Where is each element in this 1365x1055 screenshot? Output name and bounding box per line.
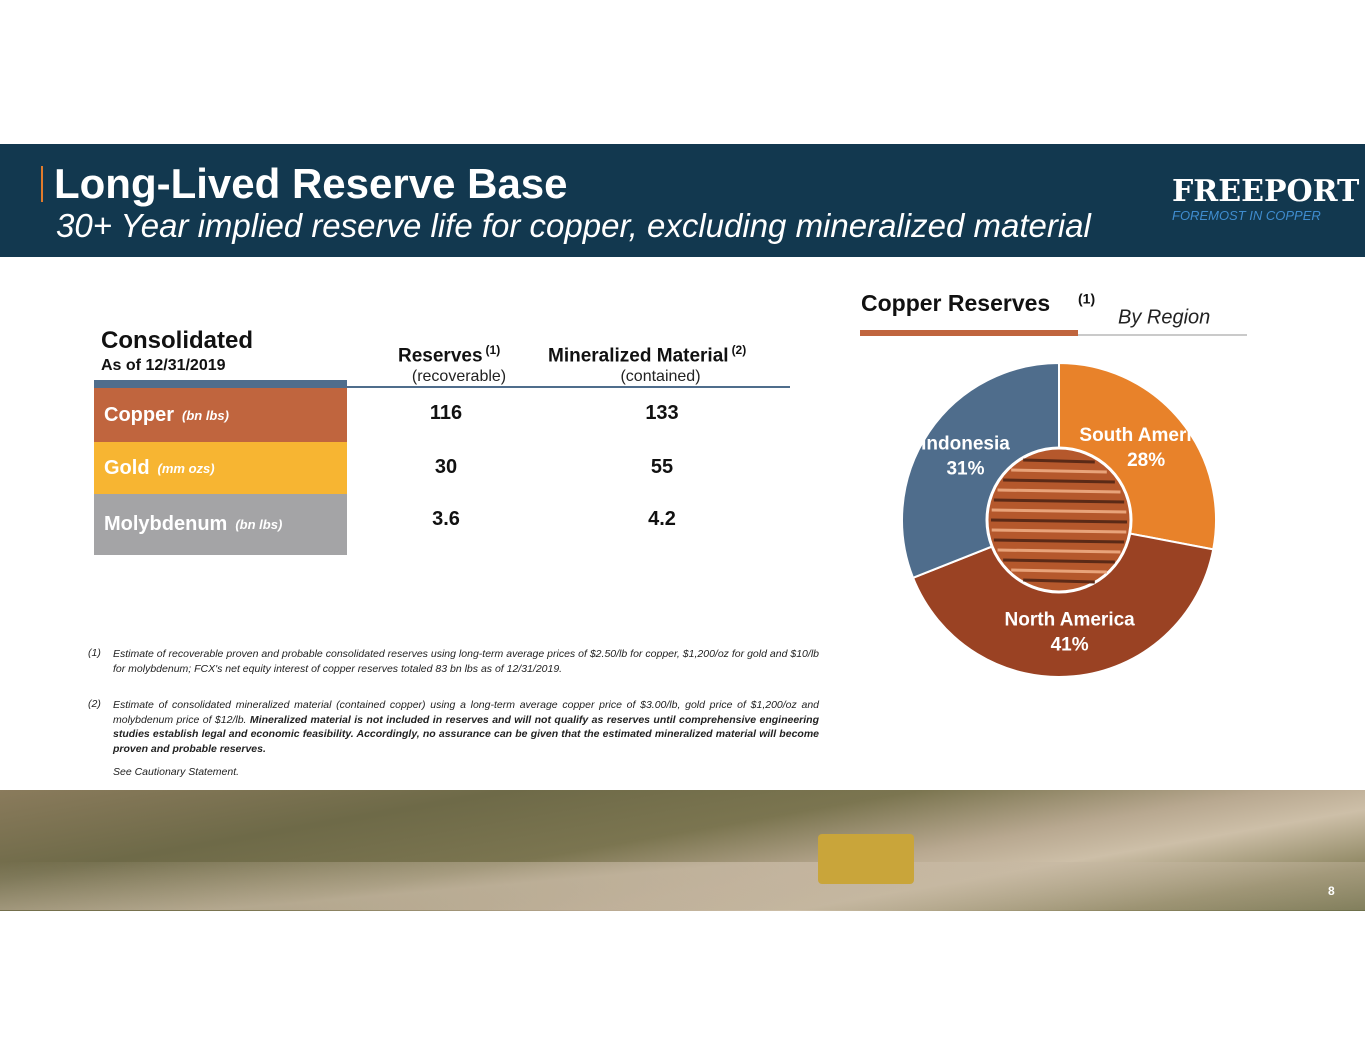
cell-value: 30 xyxy=(434,456,458,478)
cell-value: 3.6 xyxy=(432,508,460,530)
table-title: Consolidated xyxy=(101,327,254,354)
accent xyxy=(41,166,43,202)
row-unit: (bn lbs) xyxy=(182,407,229,423)
tagline: FOREMOST IN COPPER xyxy=(1172,208,1321,223)
copper-stripe xyxy=(1011,568,1107,574)
footnote-text: Estimate of recoverable proven and proba… xyxy=(113,647,819,676)
title-underline xyxy=(860,330,1078,336)
column-note: (1) xyxy=(485,343,501,357)
copper-stripe xyxy=(1003,558,1115,564)
copper-stripe xyxy=(993,538,1125,544)
copper-stripe xyxy=(1011,468,1107,474)
slice-value: 31% xyxy=(946,458,984,479)
slice-value: 41% xyxy=(1051,635,1089,656)
road xyxy=(0,862,1365,910)
footnote-body: Estimate of consolidated mineralized mat… xyxy=(113,699,819,726)
pie-slice xyxy=(901,361,1060,580)
row-name: Molybdenum xyxy=(104,513,228,535)
header-rule xyxy=(347,386,790,388)
cell-value: 55 xyxy=(650,456,674,478)
column-header: Mineralized Material (2) xyxy=(548,343,746,367)
copper-stripe xyxy=(990,518,1128,524)
page-number: 8 xyxy=(1328,884,1335,898)
footnote-text: Estimate of consolidated mineralized mat… xyxy=(113,698,819,756)
row-name: Gold xyxy=(104,456,150,479)
column-sub: (recoverable) xyxy=(411,368,507,385)
cell-value: 116 xyxy=(429,402,463,424)
column-name: Reserves xyxy=(398,345,483,367)
center-image xyxy=(985,446,1133,594)
row-unit: (mm ozs) xyxy=(157,460,215,476)
cautionary: See Cautionary Statement. xyxy=(113,766,240,778)
truck xyxy=(818,834,914,884)
row-unit: (bn lbs) xyxy=(235,517,283,532)
footnote-bold: Mineralized material is not included in … xyxy=(113,713,820,755)
copper-stripe xyxy=(997,548,1121,554)
row-label: Molybdenum (bn lbs) xyxy=(94,494,347,555)
cell-value: 4.2 xyxy=(648,508,676,530)
slice-label: South America xyxy=(1079,425,1213,446)
row-name: Copper xyxy=(104,403,174,426)
logo: FREEPORT xyxy=(1172,174,1360,209)
chart-subtitle: By Region xyxy=(1118,306,1210,328)
cell-value: 133 xyxy=(645,402,679,424)
copper-stripe xyxy=(1023,458,1095,464)
slice-label: North America xyxy=(1005,610,1136,631)
row-label: Copper (bn lbs) xyxy=(94,388,347,442)
header-strip xyxy=(94,380,347,388)
copper-stripe xyxy=(991,528,1127,534)
copper-stripe xyxy=(1003,478,1115,484)
column-note: (2) xyxy=(731,343,747,357)
column-sub: (contained) xyxy=(620,368,701,385)
subtitle: 30+ Year implied reserve life for copper… xyxy=(56,207,1091,244)
copper-stripe xyxy=(1023,578,1095,584)
copper-stripe xyxy=(991,508,1127,514)
title: Long-Lived Reserve Base xyxy=(54,160,568,207)
copper-stripe xyxy=(997,488,1121,494)
slice-value: 28% xyxy=(1127,450,1165,471)
footnote-body: Estimate of recoverable proven and proba… xyxy=(113,648,819,675)
row-label: Gold (mm ozs) xyxy=(94,442,347,494)
footnote-marker: (1) xyxy=(88,647,101,659)
chart-title-note: (1) xyxy=(1078,291,1095,307)
chart-title: Copper Reserves xyxy=(861,290,1050,316)
header-band xyxy=(0,144,1365,257)
table-date: As of 12/31/2019 xyxy=(101,357,226,374)
footnote-marker: (2) xyxy=(88,698,101,710)
copper-stripe xyxy=(993,498,1125,504)
column-header: Reserves (1) xyxy=(398,343,500,367)
pie-slice xyxy=(1058,361,1217,551)
slice-label: Indonesia xyxy=(921,433,1010,454)
column-name: Mineralized Material xyxy=(548,345,729,367)
pie-slice xyxy=(911,518,1215,678)
